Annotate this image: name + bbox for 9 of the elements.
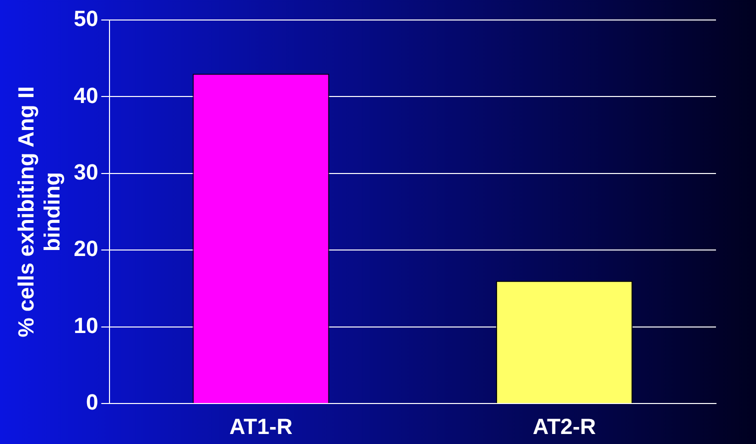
x-tick-label: AT1-R: [229, 414, 293, 439]
y-tick-label: 10: [74, 312, 98, 338]
y-tick-label: 50: [74, 6, 98, 32]
y-tick-label: 20: [74, 236, 98, 262]
y-tick-label: 30: [74, 160, 98, 185]
y-tick-label: 0: [86, 390, 98, 415]
x-tick-label: AT2-R: [532, 414, 596, 439]
y-tick-label: 40: [74, 82, 98, 108]
y-axis-title: % cells exhibiting Ang II binding: [13, 86, 65, 338]
